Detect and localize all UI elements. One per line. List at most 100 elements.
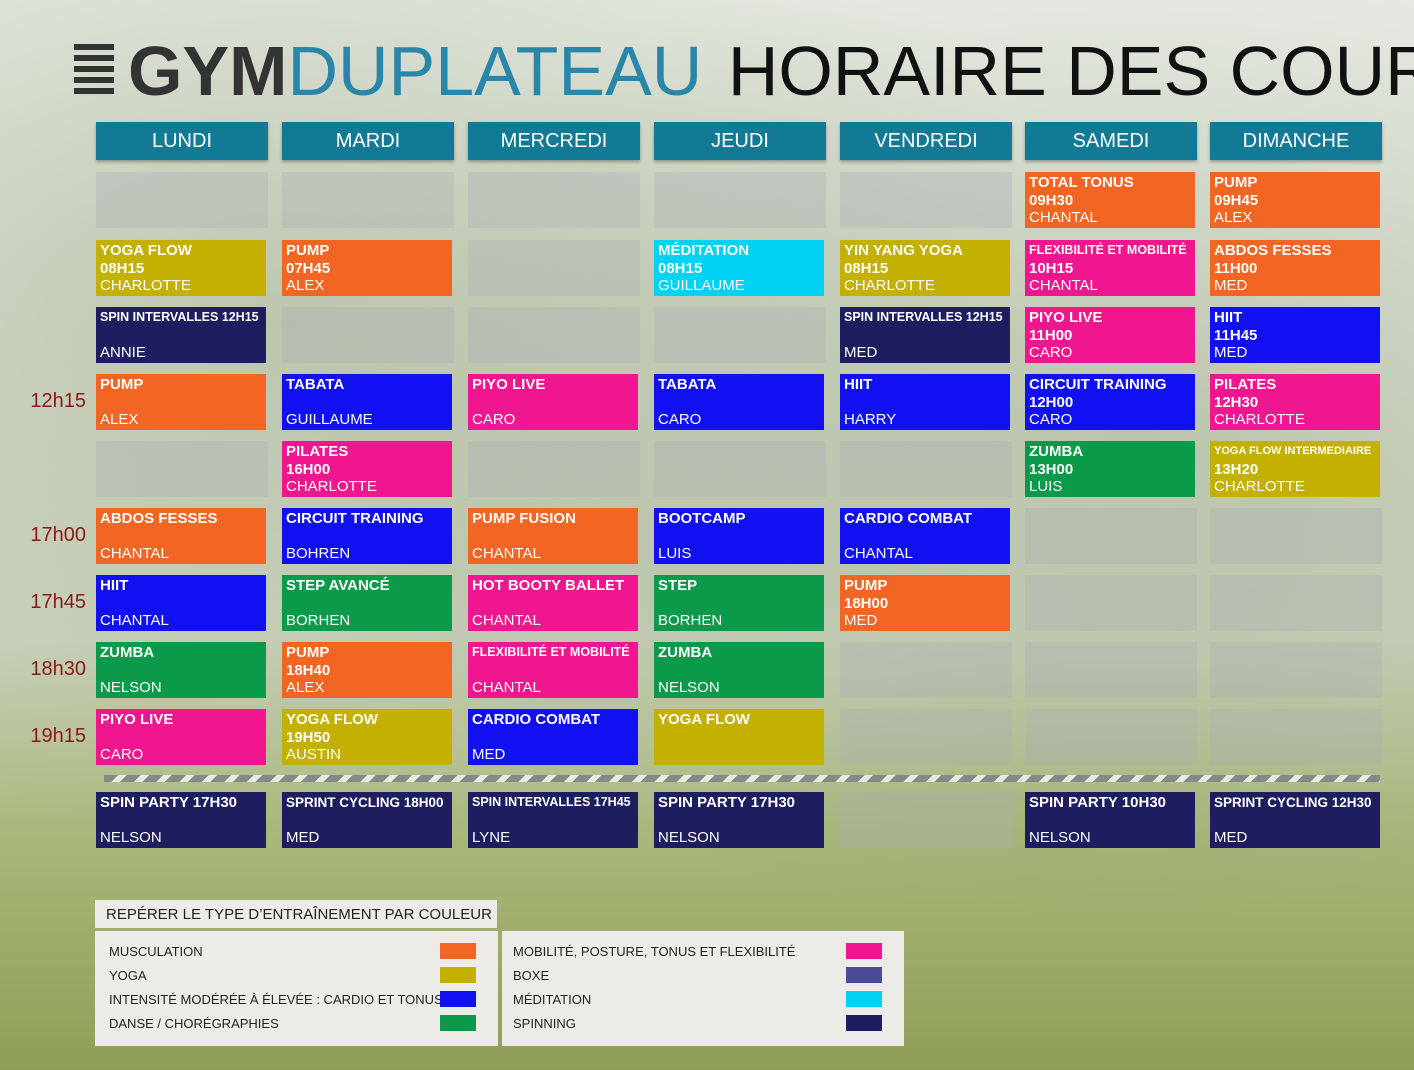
class-line: MED xyxy=(1214,277,1248,294)
class-line: BOOTCAMP xyxy=(658,510,746,527)
class-line: LUIS xyxy=(1029,478,1063,495)
class-line: LUIS xyxy=(658,545,692,562)
class-cell: PIYO LIVE CARO xyxy=(468,374,638,430)
class-line: ZUMBA xyxy=(1029,443,1084,460)
class-line: 09H30 xyxy=(1029,191,1074,209)
class-cell: PUMP 18H00 MED xyxy=(840,575,1010,631)
class-line: TABATA xyxy=(658,376,717,393)
empty-slot xyxy=(282,307,454,363)
legend-swatch xyxy=(846,967,882,983)
class-line: PIYO LIVE xyxy=(472,376,546,393)
legend-label: SPINNING xyxy=(513,1016,576,1031)
class-cell: TABATA CARO xyxy=(654,374,824,430)
class-cell: SPRINT CYCLING 12H30 MED xyxy=(1210,792,1380,848)
empty-slot xyxy=(1210,709,1382,765)
class-line: CARDIO COMBAT xyxy=(844,510,973,527)
class-line: 07H45 xyxy=(286,259,331,277)
class-line: CARO xyxy=(1029,411,1073,428)
page-title: HORAIRE DES COURS xyxy=(727,32,1414,110)
class-line: 13H20 xyxy=(1214,460,1259,478)
empty-slot xyxy=(1210,508,1382,564)
class-line: YOGA FLOW xyxy=(100,242,192,259)
class-cell: PILATES 16H00 CHARLOTTE xyxy=(282,441,452,497)
class-cell: PIYO LIVE 11H00 CARO xyxy=(1025,307,1195,363)
class-line: CARO xyxy=(472,411,516,428)
time-label: 17h45 xyxy=(30,591,86,613)
class-line: ALEX xyxy=(286,277,325,294)
class-line: CHANTAL xyxy=(100,612,169,629)
day-header: LUNDI xyxy=(96,122,268,160)
class-line: STEP xyxy=(658,577,698,594)
class-cell: SPIN INTERVALLES 17H45 LYNE xyxy=(468,792,638,848)
class-line: FLEXIBILITÉ ET MOBILITÉ xyxy=(472,645,630,659)
class-line: 13H00 xyxy=(1029,460,1074,478)
class-line: CIRCUIT TRAINING xyxy=(1029,376,1167,393)
empty-slot xyxy=(468,307,640,363)
time-label: 19h15 xyxy=(30,725,86,747)
class-line: SPIN INTERVALLES 12H15 xyxy=(844,310,1003,324)
class-line: PIYO LIVE xyxy=(100,711,174,728)
class-line: HIIT xyxy=(1214,309,1243,326)
class-cell: ABDOS FESSES CHANTAL xyxy=(96,508,266,564)
class-line: HIIT xyxy=(844,376,873,393)
legend-label: BOXE xyxy=(513,968,550,983)
class-line: ZUMBA xyxy=(100,644,155,661)
class-cell: FLEXIBILITÉ ET MOBILITÉ CHANTAL xyxy=(468,642,638,698)
empty-slot xyxy=(840,441,1012,497)
empty-slot xyxy=(1210,642,1382,698)
class-line: AUSTIN xyxy=(286,746,342,763)
legend-swatch xyxy=(846,1015,882,1031)
class-line: GUILLAUME xyxy=(286,411,373,428)
class-line: CHARLOTTE xyxy=(1214,478,1305,495)
class-line: 16H00 xyxy=(286,460,331,478)
class-line: PILATES xyxy=(1214,376,1277,393)
class-line: MED xyxy=(844,612,878,629)
legend-panel xyxy=(95,931,498,1046)
class-line: BORHEN xyxy=(658,612,723,629)
class-cell: HIIT HARRY xyxy=(840,374,1010,430)
class-cell: YOGA FLOW 19H50 AUSTIN xyxy=(282,709,452,765)
class-cell: ABDOS FESSES 11H00 MED xyxy=(1210,240,1380,296)
empty-slot xyxy=(654,172,826,228)
legend-title: REPÉRER LE TYPE D’ENTRAÎNEMENT PAR COULE… xyxy=(95,900,497,928)
class-cell: SPIN INTERVALLES 12H15 ANNIE xyxy=(96,307,266,363)
class-line: CHARLOTTE xyxy=(1214,411,1305,428)
class-line: 12H00 xyxy=(1029,393,1074,411)
class-line: FLEXIBILITÉ ET MOBILITÉ xyxy=(1029,243,1187,257)
class-cell: STEP AVANCÉ BORHEN xyxy=(282,575,452,631)
class-line: MED xyxy=(1214,344,1248,361)
class-line: MED xyxy=(844,344,878,361)
day-header: MERCREDI xyxy=(468,122,640,160)
brand-gym: GYM xyxy=(128,32,288,110)
class-line: PUMP xyxy=(286,644,330,661)
empty-slot xyxy=(840,792,1012,848)
class-line: MED xyxy=(1214,829,1248,846)
class-line: CARO xyxy=(100,746,144,763)
class-cell: MÉDITATION 08H15 GUILLAUME xyxy=(654,240,824,296)
class-line: PUMP xyxy=(1214,174,1258,191)
class-line: NELSON xyxy=(100,679,162,696)
class-line: ABDOS FESSES xyxy=(100,510,218,527)
class-line: SPIN PARTY 10H30 xyxy=(1029,794,1166,811)
class-line: NELSON xyxy=(658,679,720,696)
legend-panel xyxy=(502,931,904,1046)
class-line: MED xyxy=(286,829,320,846)
class-line: YOGA FLOW xyxy=(286,711,378,728)
class-line: CIRCUIT TRAINING xyxy=(286,510,424,527)
empty-slot xyxy=(654,307,826,363)
class-line: 12H30 xyxy=(1214,393,1259,411)
legend-label: MUSCULATION xyxy=(109,944,203,959)
class-line: 10H15 xyxy=(1029,259,1074,277)
class-line: SPRINT CYCLING 12H30 xyxy=(1214,795,1372,810)
empty-slot xyxy=(1025,642,1197,698)
class-cell: CARDIO COMBAT CHANTAL xyxy=(840,508,1010,564)
class-line: BOHREN xyxy=(286,545,351,562)
empty-slot xyxy=(1210,575,1382,631)
class-line: GUILLAUME xyxy=(658,277,745,294)
legend-label: DANSE / CHORÉGRAPHIES xyxy=(109,1016,279,1031)
time-label: 18h30 xyxy=(30,658,86,680)
class-line: HIIT xyxy=(100,577,129,594)
legend-label: MÉDITATION xyxy=(513,992,592,1007)
class-line: 18H40 xyxy=(286,661,331,679)
